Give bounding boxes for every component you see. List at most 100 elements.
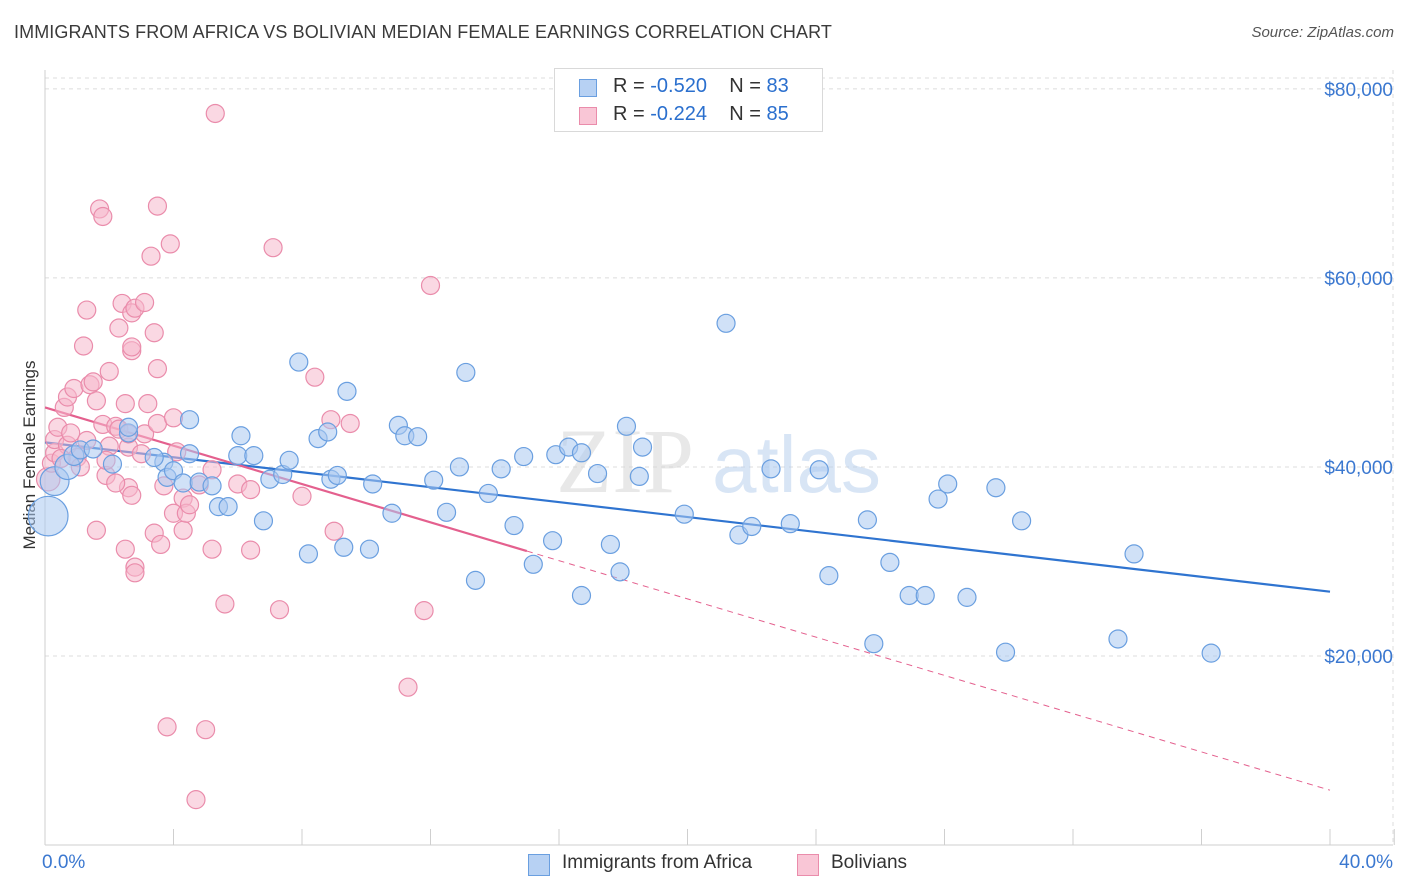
bolivian-point <box>263 238 283 258</box>
africa-point <box>610 562 630 582</box>
africa-point <box>27 495 69 537</box>
bolivian-point <box>340 413 360 434</box>
africa-swatch <box>579 79 597 97</box>
y-tick-label: $40,000 <box>1324 458 1393 479</box>
africa-point <box>742 516 762 537</box>
africa-point <box>632 437 653 457</box>
africa-point <box>244 446 264 466</box>
africa-point <box>179 410 200 430</box>
legend-label-africa: Immigrants from Africa <box>562 852 753 873</box>
bolivians-swatch <box>579 107 597 125</box>
bolivian-point <box>86 520 107 540</box>
bolivian-point <box>134 292 155 313</box>
x-tick-label-max: 40.0% <box>1339 852 1393 873</box>
legend-swatch-bolivians <box>797 854 819 876</box>
africa-point <box>880 552 900 573</box>
africa-point <box>899 585 919 606</box>
bolivian-point <box>241 540 261 560</box>
bolivian-point <box>122 485 142 505</box>
bolivian-point <box>186 790 206 810</box>
n-value-africa: 83 <box>766 75 789 97</box>
bolivian-point <box>86 391 107 411</box>
africa-point <box>995 642 1016 662</box>
bolivian-point <box>106 473 126 493</box>
bolivian-point <box>292 486 312 506</box>
bolivian-point <box>99 361 119 382</box>
africa-point <box>761 459 781 479</box>
africa-point <box>864 634 884 654</box>
bolivian-point <box>115 394 135 414</box>
x-tick-label-min: 0.0% <box>42 852 85 873</box>
r-label: R = <box>613 75 645 97</box>
bolivian-point <box>269 600 290 620</box>
africa-point <box>456 362 476 383</box>
africa-point <box>1201 643 1221 663</box>
africa-point <box>118 417 139 437</box>
africa-point <box>542 531 563 551</box>
bolivian-point <box>109 318 129 338</box>
bolivian-point <box>83 372 103 392</box>
grid-lines <box>45 70 1394 845</box>
africa-point <box>327 465 347 486</box>
bolivian-point <box>414 601 434 621</box>
bolivian-point <box>305 367 325 387</box>
africa-point <box>449 457 470 477</box>
n-label: N = <box>729 75 761 97</box>
chart-title: IMMIGRANTS FROM AFRICA VS BOLIVIAN MEDIA… <box>14 22 832 42</box>
bolivian-point <box>122 337 142 357</box>
bolivian-point <box>157 717 177 737</box>
africa-point <box>408 427 428 447</box>
africa-point <box>334 537 354 557</box>
africa-point <box>173 473 193 493</box>
bolivian-point <box>205 103 225 124</box>
africa-point <box>571 443 592 463</box>
africa-point <box>491 459 511 479</box>
africa-point <box>202 476 222 496</box>
bolivian-point <box>61 423 81 443</box>
africa-point <box>674 504 694 524</box>
africa-point <box>478 483 498 504</box>
africa-point <box>957 587 977 607</box>
bolivian-trend-extrapolation <box>526 550 1331 791</box>
bolivian-point <box>125 563 145 583</box>
n-label: N = <box>729 103 761 125</box>
africa-point <box>359 539 380 559</box>
africa-point <box>600 534 621 555</box>
bolivian-point <box>77 300 97 320</box>
bolivian-point <box>151 534 171 555</box>
y-tick-label: $60,000 <box>1324 269 1393 290</box>
africa-point <box>382 503 402 523</box>
africa-point <box>363 474 383 494</box>
africa-point <box>1011 511 1032 531</box>
bolivian-point <box>196 720 216 740</box>
africa-point <box>809 460 829 480</box>
bolivian-point <box>179 495 200 515</box>
africa-point <box>857 510 878 530</box>
axis-tick-labels: $20,000 $40,000 $60,000 $80,000 0.0% 40.0% <box>42 80 1393 873</box>
y-tick-label: $80,000 <box>1324 80 1393 101</box>
bolivian-point <box>115 539 135 559</box>
y-tick-label: $20,000 <box>1324 647 1393 668</box>
africa-point <box>523 554 543 574</box>
africa-point <box>915 585 935 606</box>
bolivian-point <box>324 521 344 541</box>
bolivian-point <box>215 594 235 614</box>
bolivian-point <box>93 206 113 227</box>
africa-point <box>514 446 534 467</box>
africa-point <box>1124 544 1144 564</box>
africa-point <box>928 489 948 509</box>
source-label: Source: ZipAtlas.com <box>1251 24 1394 41</box>
africa-point <box>83 439 103 459</box>
legend-swatch-africa <box>528 854 550 876</box>
africa-point <box>144 447 164 468</box>
africa-point <box>571 585 592 606</box>
africa-point <box>102 454 123 474</box>
bolivian-point <box>147 413 168 434</box>
r-value-bolivians: -0.224 <box>650 103 707 125</box>
africa-point <box>253 511 274 531</box>
africa-point <box>424 470 444 490</box>
r-value-africa: -0.520 <box>650 75 707 97</box>
bolivian-point <box>163 408 184 428</box>
bolivian-point <box>73 336 94 356</box>
